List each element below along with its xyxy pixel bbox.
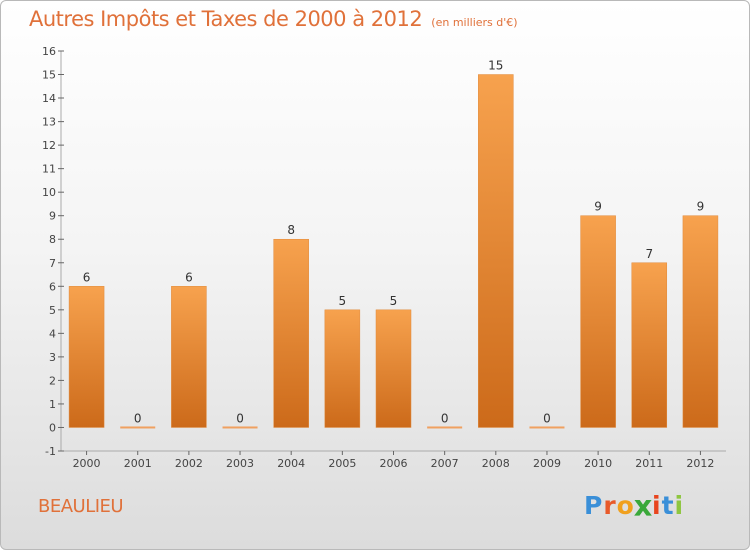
- bar: [171, 286, 207, 428]
- x-tick-label: 2003: [226, 457, 254, 470]
- logo-letter: o: [616, 491, 635, 520]
- y-tick-label: 6: [49, 280, 56, 293]
- bar: [529, 426, 565, 429]
- bars: [68, 74, 719, 429]
- y-tick-label: 5: [49, 304, 56, 317]
- y-tick-label: 13: [42, 116, 56, 129]
- y-tick-label: 4: [49, 327, 56, 340]
- data-label: 9: [594, 200, 602, 214]
- data-label: 5: [339, 294, 347, 308]
- bar: [120, 426, 156, 429]
- x-tick-label: 2006: [380, 457, 408, 470]
- proxiti-logo[interactable]: Proxiti: [584, 488, 685, 523]
- x-tick-label: 2000: [73, 457, 101, 470]
- y-tick-label: 3: [49, 351, 56, 364]
- bar: [682, 215, 719, 428]
- bar: [375, 309, 412, 428]
- data-label: 0: [134, 411, 142, 425]
- y-tick-label: 15: [42, 69, 56, 82]
- chart-title: Autres Impôts et Taxes de 2000 à 2012 (e…: [29, 7, 518, 31]
- y-tick-label: 9: [49, 210, 56, 223]
- bar: [68, 286, 105, 428]
- y-tick-label: -1: [45, 445, 56, 458]
- x-tick-label: 2001: [124, 457, 152, 470]
- y-tick-label: 14: [42, 92, 56, 105]
- logo-letter: r: [603, 491, 617, 520]
- y-tick-label: 11: [42, 163, 56, 176]
- y-tick-label: 12: [42, 139, 56, 152]
- bar: [631, 262, 668, 428]
- data-label: 0: [236, 411, 244, 425]
- data-labels: 6 0 6 0 8 5 5 0 15 0 9 7 9: [83, 59, 704, 426]
- y-tick-label: 16: [42, 45, 56, 58]
- y-tick-label: 7: [49, 257, 56, 270]
- logo-letter: t: [661, 491, 675, 520]
- bar: [222, 426, 258, 429]
- data-label: 0: [441, 411, 449, 425]
- bar: [324, 309, 361, 428]
- y-tick-label: 8: [49, 233, 56, 246]
- x-tick-label: 2004: [277, 457, 305, 470]
- data-label: 0: [543, 411, 551, 425]
- bar: [427, 426, 463, 429]
- bar: [273, 238, 309, 428]
- y-tick-label: 0: [49, 421, 56, 434]
- x-tick-label: 2007: [431, 457, 459, 470]
- y-tick-label: 1: [49, 398, 56, 411]
- data-label: 5: [390, 294, 398, 308]
- x-tick-label: 2009: [533, 457, 561, 470]
- y-tick-label: 2: [49, 374, 56, 387]
- data-label: 9: [697, 200, 705, 214]
- data-label: 6: [83, 270, 91, 284]
- y-tick-label: 10: [42, 186, 56, 199]
- logo-letter: i: [652, 491, 662, 520]
- x-tick-label: 2002: [175, 457, 203, 470]
- data-label: 6: [185, 270, 193, 284]
- bar: [580, 215, 616, 428]
- x-tick-label: 2012: [686, 457, 714, 470]
- x-tick-label: 2005: [328, 457, 356, 470]
- city-name: BEAULIEU: [38, 496, 124, 517]
- x-tick-label: 2010: [584, 457, 612, 470]
- chart-title-main: Autres Impôts et Taxes de 2000 à 2012: [29, 7, 423, 31]
- x-tick-label: 2011: [635, 457, 663, 470]
- chart-subtitle: (en milliers d'€): [431, 16, 518, 29]
- x-tick-label: 2008: [482, 457, 510, 470]
- logo-letter: i: [674, 491, 685, 520]
- data-label: 15: [488, 59, 503, 73]
- logo-letter: x: [633, 488, 654, 523]
- logo-letter: P: [584, 491, 604, 520]
- data-label: 7: [645, 247, 653, 261]
- data-label: 8: [287, 223, 295, 237]
- bar: [478, 74, 514, 428]
